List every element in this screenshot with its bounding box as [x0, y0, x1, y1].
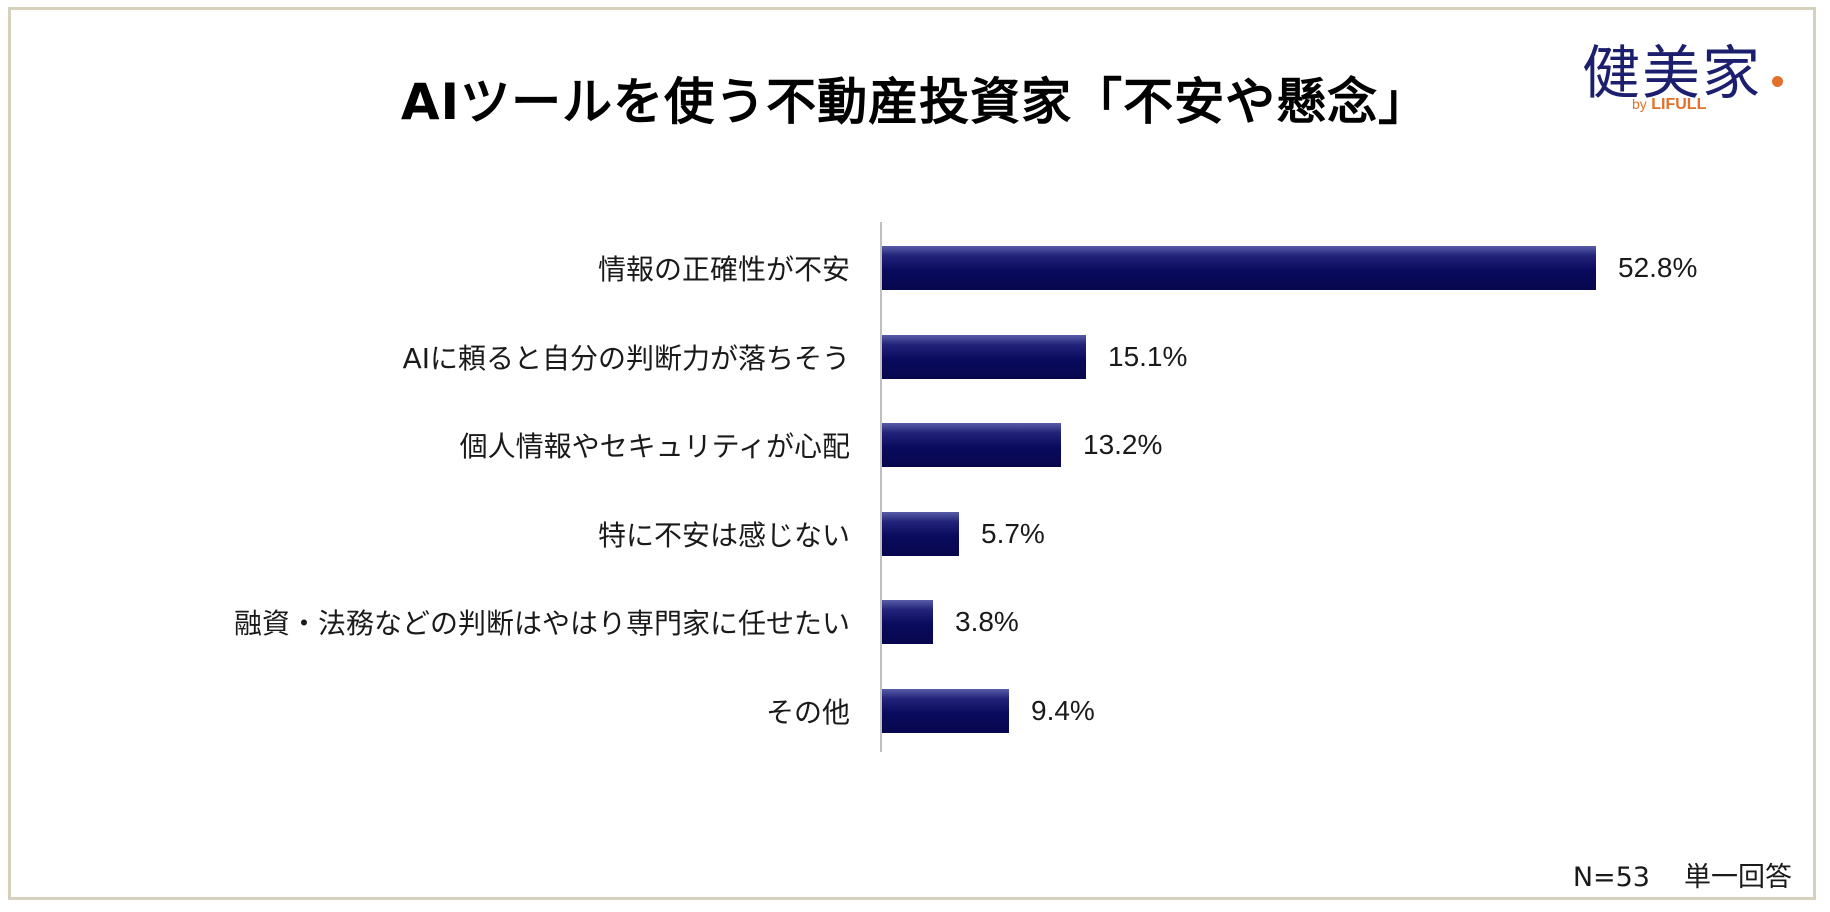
category-axis-line [880, 222, 882, 752]
value-label: 15.1% [1108, 341, 1188, 372]
category-label: AIに頼ると自分の判断力が落ちそう [402, 342, 850, 375]
value-label: 13.2% [1083, 429, 1163, 460]
category-label: その他 [765, 696, 850, 729]
bar [882, 423, 1061, 467]
value-label: 52.8% [1618, 252, 1698, 283]
chart-title: AIツールを使う不動産投資家「不安や懸念」 [400, 73, 1430, 131]
bar [882, 600, 933, 644]
footnote: N=53 単一回答 [1573, 855, 1792, 894]
bar [882, 512, 959, 556]
bar [882, 246, 1596, 290]
sample-size: N=53 [1572, 862, 1650, 893]
answer-type: 単一回答 [1684, 862, 1792, 893]
logo-byline: by LIFULL [1632, 96, 1706, 114]
category-label: 情報の正確性が不安 [597, 253, 850, 286]
category-label: 個人情報やセキュリティが心配 [459, 430, 850, 463]
value-label: 3.8% [955, 606, 1019, 637]
logo-dot [1772, 76, 1783, 87]
brand-logo: 健美家 by LIFULL [1574, 26, 1794, 126]
value-label: 5.7% [981, 518, 1045, 549]
logo-wordmark: 健美家 [1582, 39, 1763, 107]
bar [882, 689, 1009, 733]
logo-brand-text: LIFULL [1651, 96, 1707, 113]
logo-by-text: by [1632, 96, 1647, 112]
category-label: 特に不安は感じない [597, 519, 850, 552]
bar [882, 335, 1086, 379]
value-label: 9.4% [1031, 695, 1095, 726]
category-label: 融資・法務などの判断はやはり専門家に任せたい [233, 607, 850, 640]
